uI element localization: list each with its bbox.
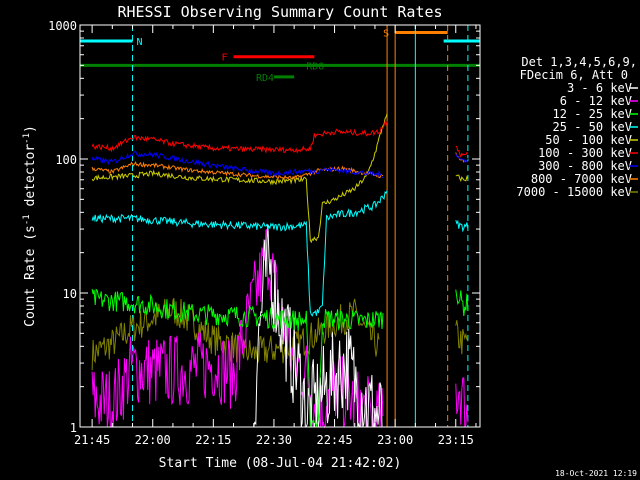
series-line-blue (455, 153, 469, 163)
y-axis-label-end: ) (23, 125, 38, 133)
flag-label: S (383, 28, 389, 39)
series-line-blue (91, 150, 384, 178)
legend-entry-label: 300 - 800 keV (538, 159, 632, 173)
flag-label: RD4 (256, 73, 274, 84)
legend-entry-label: 800 - 7000 keV (531, 172, 632, 186)
y-axis-ticks: 1 10 100 1000 (48, 19, 480, 435)
y-tick-label: 100 (55, 153, 77, 167)
chart-title: RHESSI Observing Summary Count Rates (117, 3, 442, 21)
series-line-green (91, 288, 384, 428)
series-line-green (455, 289, 469, 317)
y-tick-label: 1000 (48, 19, 77, 33)
x-tick-label: 21:45 (74, 433, 110, 447)
series-line-red (91, 120, 388, 154)
x-tick-label: 23:00 (377, 433, 413, 447)
x-axis-label: Start Time (08-Jul-04 21:42:02) (159, 456, 402, 471)
legend-entry-label: 6 - 12 keV (560, 94, 632, 108)
flag-label: F (222, 53, 228, 64)
series-line-cyan (91, 190, 388, 317)
flag-bars: N S F RDO RD4 (80, 28, 480, 84)
series-line-cyan (455, 219, 469, 233)
legend-entry-label: 7000 - 15000 keV (516, 185, 632, 199)
x-tick-label: 22:30 (256, 433, 292, 447)
x-tick-label: 22:15 (195, 433, 231, 447)
series-line-olive (91, 297, 380, 371)
y-tick-label: 10 (63, 287, 77, 301)
y-axis-label-mid: detector (23, 144, 38, 215)
legend-entry-label: 3 - 6 keV (567, 81, 632, 95)
series-line-olive (455, 320, 469, 355)
y-axis-label-sup2: -1 (22, 133, 32, 144)
flag-label: RDO (306, 61, 324, 72)
series-line-orange (91, 161, 384, 181)
legend-entry-label: 50 - 100 keV (545, 133, 632, 147)
x-tick-label: 23:15 (438, 433, 474, 447)
plot-frame (79, 24, 481, 428)
x-axis-ticks: 21:45 22:00 22:15 22:30 22:45 23:00 23:15 (74, 25, 477, 447)
series-line-yellow (91, 113, 388, 244)
x-tick-label: 22:45 (316, 433, 352, 447)
y-tick-label: 1 (70, 421, 77, 435)
y-axis-label-main: Count Rate (s (23, 225, 38, 327)
y-axis-label: Count Rate (s-1 detector-1) (22, 125, 38, 327)
y-axis-label-sup1: -1 (22, 214, 32, 225)
series-line-yellow (455, 174, 469, 182)
flag-label: N (137, 37, 143, 48)
x-tick-label: 22:00 (135, 433, 171, 447)
legend-entry-label: 12 - 25 keV (553, 107, 632, 121)
legend-entry-label: 25 - 50 keV (553, 120, 632, 134)
legend-header-1: Det 1,3,4,5,6,9, (521, 55, 637, 69)
legend-header-2: FDecim 6, Att 0 (520, 68, 628, 82)
series-line-red (455, 145, 469, 158)
legend-entry-label: 100 - 300 keV (538, 146, 632, 160)
series-line-magenta (455, 377, 469, 428)
legend: Det 1,3,4,5,6,9, FDecim 6, Att 0 3 - 6 k… (516, 55, 638, 199)
footer-date: 18-Oct-2021 12:19 (555, 469, 637, 478)
series-line-magenta (91, 228, 384, 429)
